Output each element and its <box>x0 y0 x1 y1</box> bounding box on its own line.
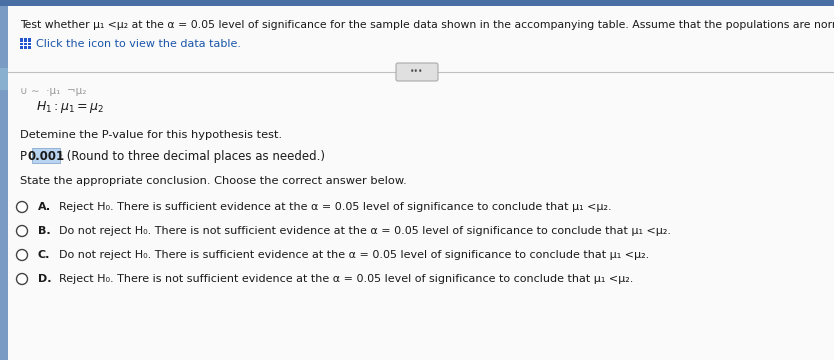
FancyBboxPatch shape <box>396 63 438 81</box>
Text: ∪ ∼  ·μ₁  ¬μ₂: ∪ ∼ ·μ₁ ¬μ₂ <box>20 86 87 96</box>
Bar <box>0 6 8 360</box>
Text: $H_1{:}\mu_1 = \mu_2$: $H_1{:}\mu_1 = \mu_2$ <box>36 99 104 115</box>
Text: A.: A. <box>38 202 51 212</box>
Text: Reject H₀. There is sufficient evidence at the α = 0.05 level of significance to: Reject H₀. There is sufficient evidence … <box>52 202 611 212</box>
Text: 0.001: 0.001 <box>28 150 64 163</box>
Bar <box>20 38 31 49</box>
Text: •••: ••• <box>410 68 424 77</box>
Text: P =: P = <box>20 150 44 163</box>
Bar <box>0 68 8 90</box>
Bar <box>0 0 834 6</box>
Text: C.: C. <box>38 250 50 260</box>
Text: Reject H₀. There is not sufficient evidence at the α = 0.05 level of significanc: Reject H₀. There is not sufficient evide… <box>52 274 633 284</box>
FancyBboxPatch shape <box>32 148 60 163</box>
Text: Do not reject H₀. There is sufficient evidence at the α = 0.05 level of signific: Do not reject H₀. There is sufficient ev… <box>52 250 649 260</box>
Circle shape <box>17 249 28 261</box>
Circle shape <box>17 274 28 284</box>
Circle shape <box>17 225 28 237</box>
Text: B.: B. <box>38 226 51 236</box>
Text: Test whether μ₁ <μ₂ at the α = 0.05 level of significance for the sample data sh: Test whether μ₁ <μ₂ at the α = 0.05 leve… <box>20 20 834 30</box>
Text: ‸: ‸ <box>60 150 63 156</box>
Text: (Round to three decimal places as needed.): (Round to three decimal places as needed… <box>63 150 325 163</box>
Text: D.: D. <box>38 274 52 284</box>
Text: Detemine the P-value for this hypothesis test.: Detemine the P-value for this hypothesis… <box>20 130 282 140</box>
Text: Click the icon to view the data table.: Click the icon to view the data table. <box>36 39 241 49</box>
Text: Do not reject H₀. There is not sufficient evidence at the α = 0.05 level of sign: Do not reject H₀. There is not sufficien… <box>52 226 671 236</box>
Text: State the appropriate conclusion. Choose the correct answer below.: State the appropriate conclusion. Choose… <box>20 176 407 186</box>
Circle shape <box>17 202 28 212</box>
